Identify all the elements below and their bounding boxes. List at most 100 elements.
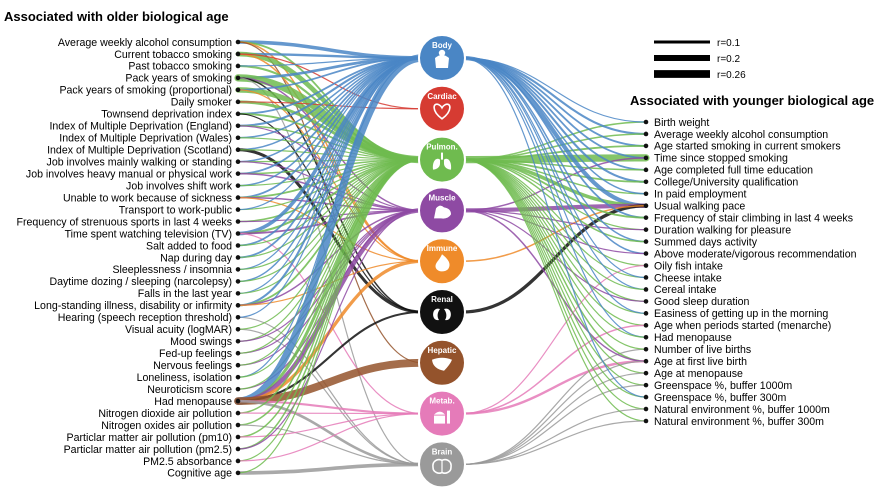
factor-dot [643,227,649,232]
factor-dot [235,207,241,212]
link-older-brain [236,399,424,466]
older-factor-label: Long-standing illness, disability or inf… [34,300,233,312]
younger-factor-label: Age started smoking in current smokers [654,141,841,153]
link-older-hepatic [234,358,426,405]
link-younger-pulmon [461,158,647,243]
younger-factor-label: Age completed full time education [654,165,813,177]
link-older-metab [237,413,423,438]
factor-dot [235,362,241,368]
older-heading: Associated with older biological age [4,9,229,24]
older-factor-label: Frequency of strenuous sports in last 4 … [16,216,232,228]
organ-label: Brain [432,447,453,456]
link-younger-muscle [461,209,647,255]
organ-node-brain: Brain [418,440,466,489]
food-icon [434,410,450,424]
factor-dot [235,255,241,260]
older-factor-label: Loneliness, isolation [137,372,233,384]
link-older-body [237,57,423,91]
younger-factor-label: Had menopause [654,332,732,344]
brain-icon [432,458,452,474]
older-factor-label: Visual acuity (logMAR) [125,324,232,336]
link-older-brain [236,462,424,475]
younger-factor-label: Age at first live birth [654,356,747,368]
younger-factor-label: Cheese intake [654,272,722,284]
younger-factor-label: Average weekly alcohol consumption [654,129,828,141]
factor-dot [235,51,241,57]
organ-node-metab: Metab. [418,389,466,438]
factor-dot [235,111,241,117]
older-factor-label: Average weekly alcohol consumption [58,37,232,49]
link-older-muscle [237,196,423,212]
factor-dot [235,231,241,236]
factor-dot [643,275,649,280]
factor-dot [643,239,649,244]
factor-dot [643,394,649,400]
older-factor-label: Particlar matter air pollution (pm10) [67,432,232,444]
factor-dot [643,418,649,424]
factor-dot [643,382,649,388]
older-factor-label: Pack years of smoking [125,73,232,85]
link-younger-pulmon [461,159,647,291]
link-younger-pulmon [461,159,647,422]
factor-dot [643,179,649,185]
factor-dot [235,123,241,129]
link-younger-body [461,57,647,398]
link-older-metab [237,412,423,415]
younger-factor-label: Age when periods started (menarche) [654,320,831,332]
older-factor-label: Job involves mainly walking or standing [47,157,233,169]
factor-dot [235,87,241,93]
older-factor-label: Nitrogen dioxide air pollution [98,408,232,420]
factor-dot [235,243,241,248]
link-younger-body [461,57,647,255]
factor-dot [235,410,241,416]
older-factor-label: Nervous feelings [153,360,232,372]
legend-label-small: r=0.1 [717,38,741,49]
factor-dot [235,326,241,332]
organ-label: Cardiac [427,92,457,101]
older-factor-label: Townsend deprivation index [101,109,232,121]
factor-dot [643,323,649,328]
link-younger-body [461,57,647,338]
younger-factor-label: Birth weight [654,117,709,129]
factor-dot [235,386,241,392]
factor-dot [235,422,241,428]
younger-factor-label: In paid employment [654,189,747,201]
factor-dot [235,470,241,476]
factor-dot [235,195,241,200]
organ-label: Muscle [428,193,456,202]
factor-dot [643,299,649,304]
older-factor-label: Job involves shift work [126,180,233,192]
factor-dot [235,159,241,164]
factor-dot [643,358,649,364]
factor-dot [235,315,241,320]
link-younger-metab [461,264,647,415]
link-older-muscle [237,209,423,307]
factor-dot [643,119,649,125]
factor-dot [235,63,241,69]
link-younger-muscle [461,209,647,302]
factor-dot [643,334,649,340]
older-factor-label: Daytime dozing / sleeping (narcolepsy) [49,276,232,288]
muscle-icon [434,205,451,219]
organ-node-cardiac: Cardiac [418,84,466,133]
younger-factor-label: Frequency of stair climbing in last 4 we… [654,212,853,224]
older-factor-label: PM2.5 absorbance [143,456,232,468]
link-older-renal [237,113,423,313]
organ-label: Pulmon. [426,143,458,152]
older-factor-label: Nap during day [160,252,233,264]
older-factor-label: Index of Multiple Deprivation (Scotland) [47,145,232,157]
legend-label-large: r=0.26 [717,70,746,81]
link-older-muscle [237,172,423,212]
link-older-muscle [237,209,423,450]
older-factor-label: Past tobacco smoking [128,61,232,73]
older-factor-label: Fed-up feelings [159,348,232,360]
link-younger-pulmon [461,158,647,362]
younger-factor-label: Usual walking pace [654,201,745,213]
older-factor-label: Pack years of smoking (proportional) [59,85,232,97]
link-younger-brain [461,420,647,465]
organ-label: Body [432,41,453,50]
factor-dot [235,338,241,344]
lungs-icon [432,152,452,170]
factor-dot [643,167,649,173]
